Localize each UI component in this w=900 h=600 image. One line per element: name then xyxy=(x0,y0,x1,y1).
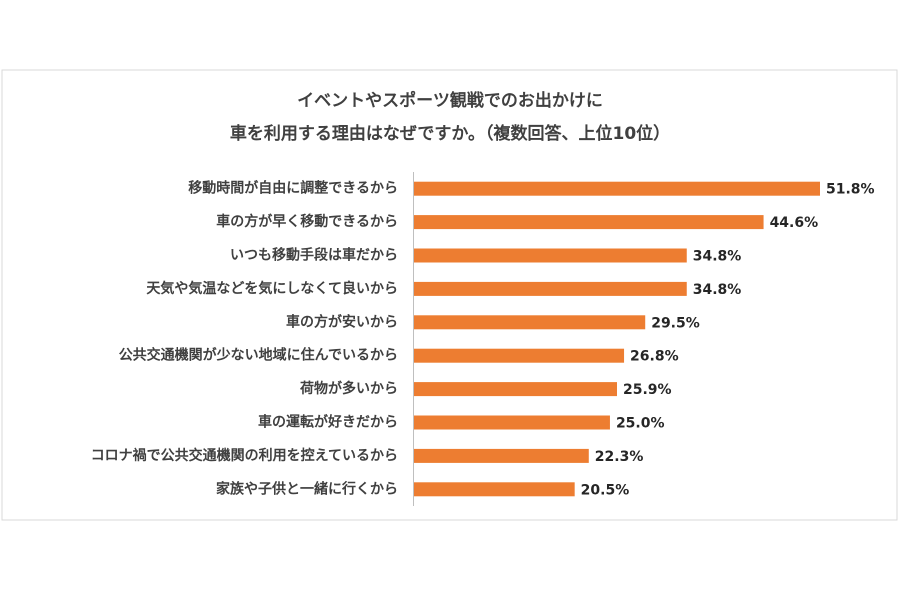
category-label: 家族や子供と一緒に行くから xyxy=(216,480,398,497)
bar xyxy=(414,215,764,230)
bar xyxy=(414,281,687,296)
bar xyxy=(414,482,575,497)
category-label: 車の運転が好きだから xyxy=(258,414,398,431)
value-label: 34.8% xyxy=(693,282,742,298)
bar xyxy=(414,315,646,330)
value-label: 25.0% xyxy=(616,416,665,432)
chart-title: イベントやスポーツ観戦でのお出かけに xyxy=(297,90,603,111)
value-label: 22.3% xyxy=(595,449,644,465)
category-label: 荷物が多いから xyxy=(299,380,398,397)
bar xyxy=(414,382,617,397)
bar xyxy=(414,181,820,196)
bar xyxy=(414,248,687,263)
value-label: 51.8% xyxy=(826,182,875,198)
value-label: 44.6% xyxy=(770,215,819,231)
value-label: 34.8% xyxy=(693,249,742,265)
category-label: コロナ禍で公共交通機関の利用を控えているから xyxy=(91,447,398,464)
category-label: 車の方が早く移動できるから xyxy=(216,213,398,230)
category-label: いつも移動手段は車だから xyxy=(230,247,398,264)
bar xyxy=(414,415,610,430)
value-label: 29.5% xyxy=(651,315,700,331)
value-label: 25.9% xyxy=(623,382,672,398)
category-label: 車の方が安いから xyxy=(286,313,398,330)
value-label: 20.5% xyxy=(581,482,630,498)
category-label: 公共交通機関が少ない地域に住んでいるから xyxy=(119,347,398,364)
category-label: 移動時間が自由に調整できるから xyxy=(188,180,398,197)
bar xyxy=(414,348,625,363)
value-label: 26.8% xyxy=(630,349,679,365)
category-label: 天気や気温などを気にしなくて良いから xyxy=(146,280,398,297)
chart-title: 車を利用する理由はなぜですか。（複数回答、上位10位） xyxy=(230,123,670,144)
bar xyxy=(414,448,589,463)
